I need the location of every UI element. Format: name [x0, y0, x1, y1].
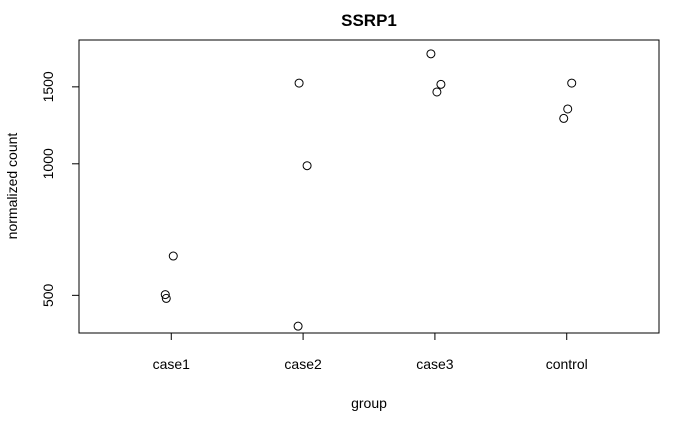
y-axis: 500 1000 1500 [40, 71, 79, 307]
data-point-case3 [436, 79, 446, 89]
data-point-case1 [160, 290, 170, 300]
data-point-case1 [161, 293, 171, 303]
y-axis-label: normalized count [4, 133, 20, 240]
data-point-case2 [294, 78, 304, 88]
data-point-case1 [168, 251, 178, 261]
y-tick-label: 1500 [40, 71, 56, 102]
data-point-control [567, 78, 577, 88]
data-point-case2 [302, 161, 312, 171]
y-tick-label: 500 [40, 283, 56, 307]
x-tick-label: control [546, 356, 588, 372]
data-point-case3 [432, 87, 442, 97]
x-tick-label: case3 [416, 356, 454, 372]
x-axis-label: group [351, 395, 387, 411]
x-axis: case1 case2 case3 control [153, 333, 588, 372]
chart-title: SSRP1 [341, 11, 397, 30]
x-tick-label: case2 [284, 356, 322, 372]
data-point-case3 [426, 49, 436, 59]
data-point-control [559, 113, 569, 123]
x-tick-label: case1 [153, 356, 191, 372]
data-points [160, 49, 577, 331]
plot-frame [78, 39, 660, 334]
y-tick-label: 1000 [40, 148, 56, 179]
data-point-control [563, 104, 573, 114]
data-point-case2 [293, 321, 303, 331]
